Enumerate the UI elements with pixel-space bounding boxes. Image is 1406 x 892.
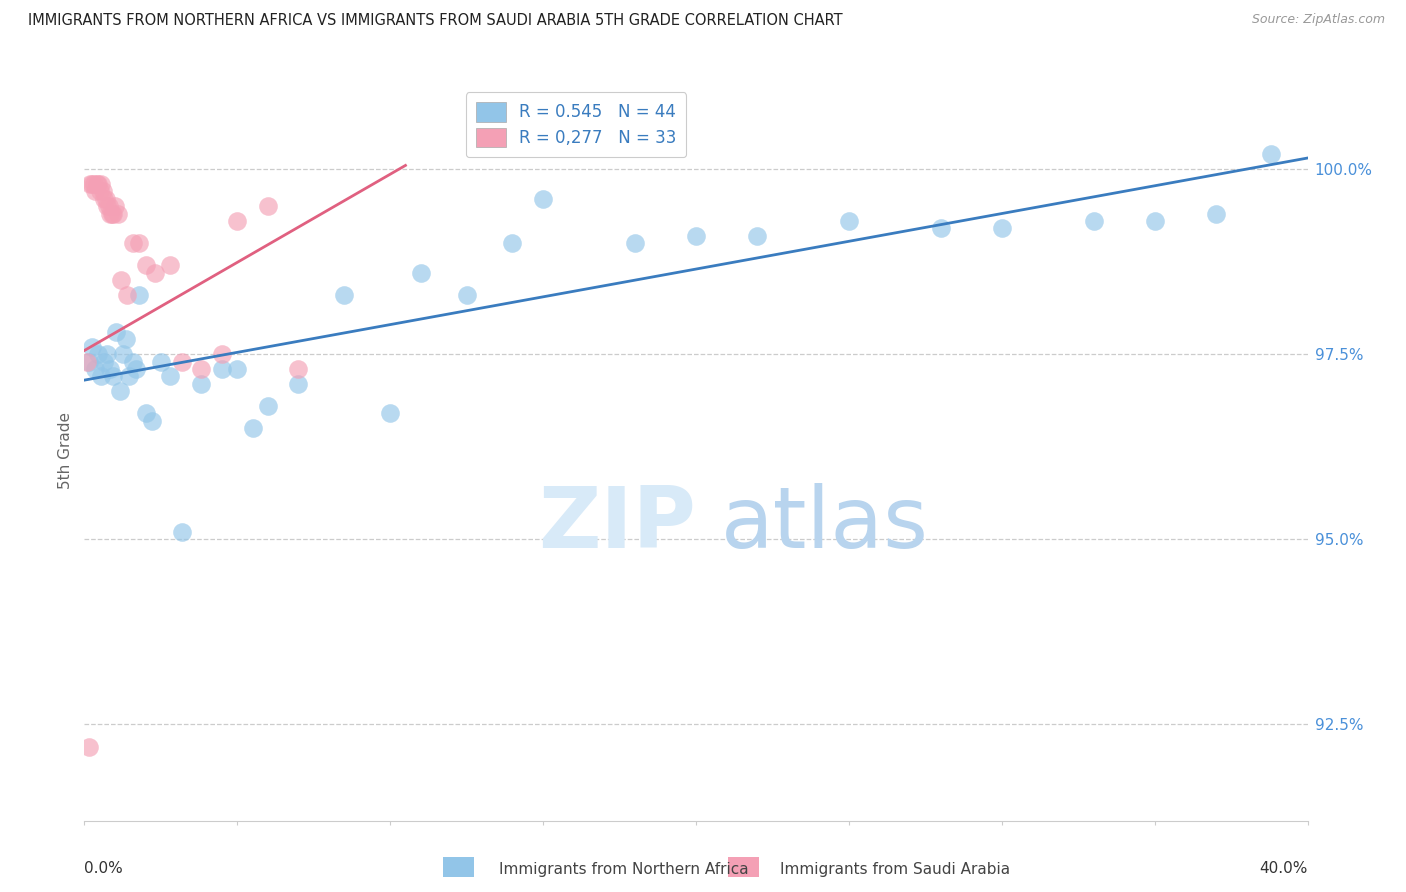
Point — [135, 259, 157, 273]
Point — [531, 192, 554, 206]
Point — [172, 354, 194, 368]
Point — [172, 524, 194, 539]
Y-axis label: 5th Grade: 5th Grade — [58, 412, 73, 489]
Point — [93, 192, 115, 206]
Point — [159, 259, 181, 273]
Point — [104, 199, 127, 213]
Text: 40.0%: 40.0% — [1260, 862, 1308, 876]
Point — [624, 236, 647, 251]
Point — [159, 369, 181, 384]
Point — [190, 362, 212, 376]
Point — [1143, 214, 1166, 228]
Point — [118, 369, 141, 384]
Point — [98, 206, 121, 220]
Text: Source: ZipAtlas.com: Source: ZipAtlas.com — [1251, 13, 1385, 27]
Point — [98, 362, 121, 376]
Point — [838, 214, 860, 228]
Legend: R = 0.545   N = 44, R = 0,277   N = 33: R = 0.545 N = 44, R = 0,277 N = 33 — [465, 92, 686, 158]
Text: atlas: atlas — [720, 483, 928, 566]
Point — [89, 185, 111, 199]
Point — [93, 354, 115, 368]
Point — [103, 206, 125, 220]
Point — [242, 421, 264, 435]
Point — [101, 206, 124, 220]
Point — [77, 739, 100, 754]
Text: ZIP: ZIP — [538, 483, 696, 566]
Point — [80, 340, 103, 354]
Point — [115, 288, 138, 302]
Point — [211, 347, 233, 361]
Point — [190, 376, 212, 391]
Point — [83, 177, 105, 191]
Point — [84, 362, 107, 376]
Text: Immigrants from Northern Africa: Immigrants from Northern Africa — [499, 863, 749, 877]
Point — [1205, 206, 1227, 220]
Point — [122, 354, 145, 368]
Point — [103, 369, 125, 384]
Point — [135, 407, 157, 421]
Point — [1260, 147, 1282, 161]
Point — [685, 228, 707, 243]
Point — [257, 399, 280, 413]
Point — [87, 177, 110, 191]
Point — [380, 407, 402, 421]
Point — [111, 347, 134, 361]
Point — [456, 288, 478, 302]
Point — [105, 325, 128, 339]
Point — [90, 369, 112, 384]
Point — [226, 214, 249, 228]
Point — [1083, 214, 1105, 228]
Point — [991, 221, 1014, 235]
Point — [211, 362, 233, 376]
Point — [108, 384, 131, 399]
Text: Immigrants from Saudi Arabia: Immigrants from Saudi Arabia — [780, 863, 1011, 877]
Point — [143, 266, 166, 280]
Point — [97, 199, 120, 213]
Point — [257, 199, 280, 213]
Point — [125, 362, 148, 376]
Point — [79, 177, 101, 191]
Point — [87, 347, 110, 361]
Point — [128, 236, 150, 251]
Point — [107, 206, 129, 220]
Point — [122, 236, 145, 251]
Text: IMMIGRANTS FROM NORTHERN AFRICA VS IMMIGRANTS FROM SAUDI ARABIA 5TH GRADE CORREL: IMMIGRANTS FROM NORTHERN AFRICA VS IMMIG… — [28, 13, 842, 29]
Point — [747, 228, 769, 243]
Point — [86, 177, 108, 191]
Point — [80, 177, 103, 191]
Point — [76, 354, 98, 368]
Point — [128, 288, 150, 302]
Point — [287, 376, 309, 391]
Point — [333, 288, 356, 302]
Point — [84, 185, 107, 199]
Point — [409, 266, 432, 280]
Point — [114, 333, 136, 347]
Point — [91, 185, 114, 199]
Point — [77, 354, 100, 368]
Point — [226, 362, 249, 376]
Point — [94, 192, 117, 206]
Point — [96, 347, 118, 361]
Text: 0.0%: 0.0% — [84, 862, 124, 876]
Point — [141, 414, 163, 428]
Point — [287, 362, 309, 376]
Point — [929, 221, 952, 235]
Point — [90, 177, 112, 191]
Point — [96, 199, 118, 213]
Point — [502, 236, 524, 251]
Point — [110, 273, 132, 287]
Point — [149, 354, 172, 368]
